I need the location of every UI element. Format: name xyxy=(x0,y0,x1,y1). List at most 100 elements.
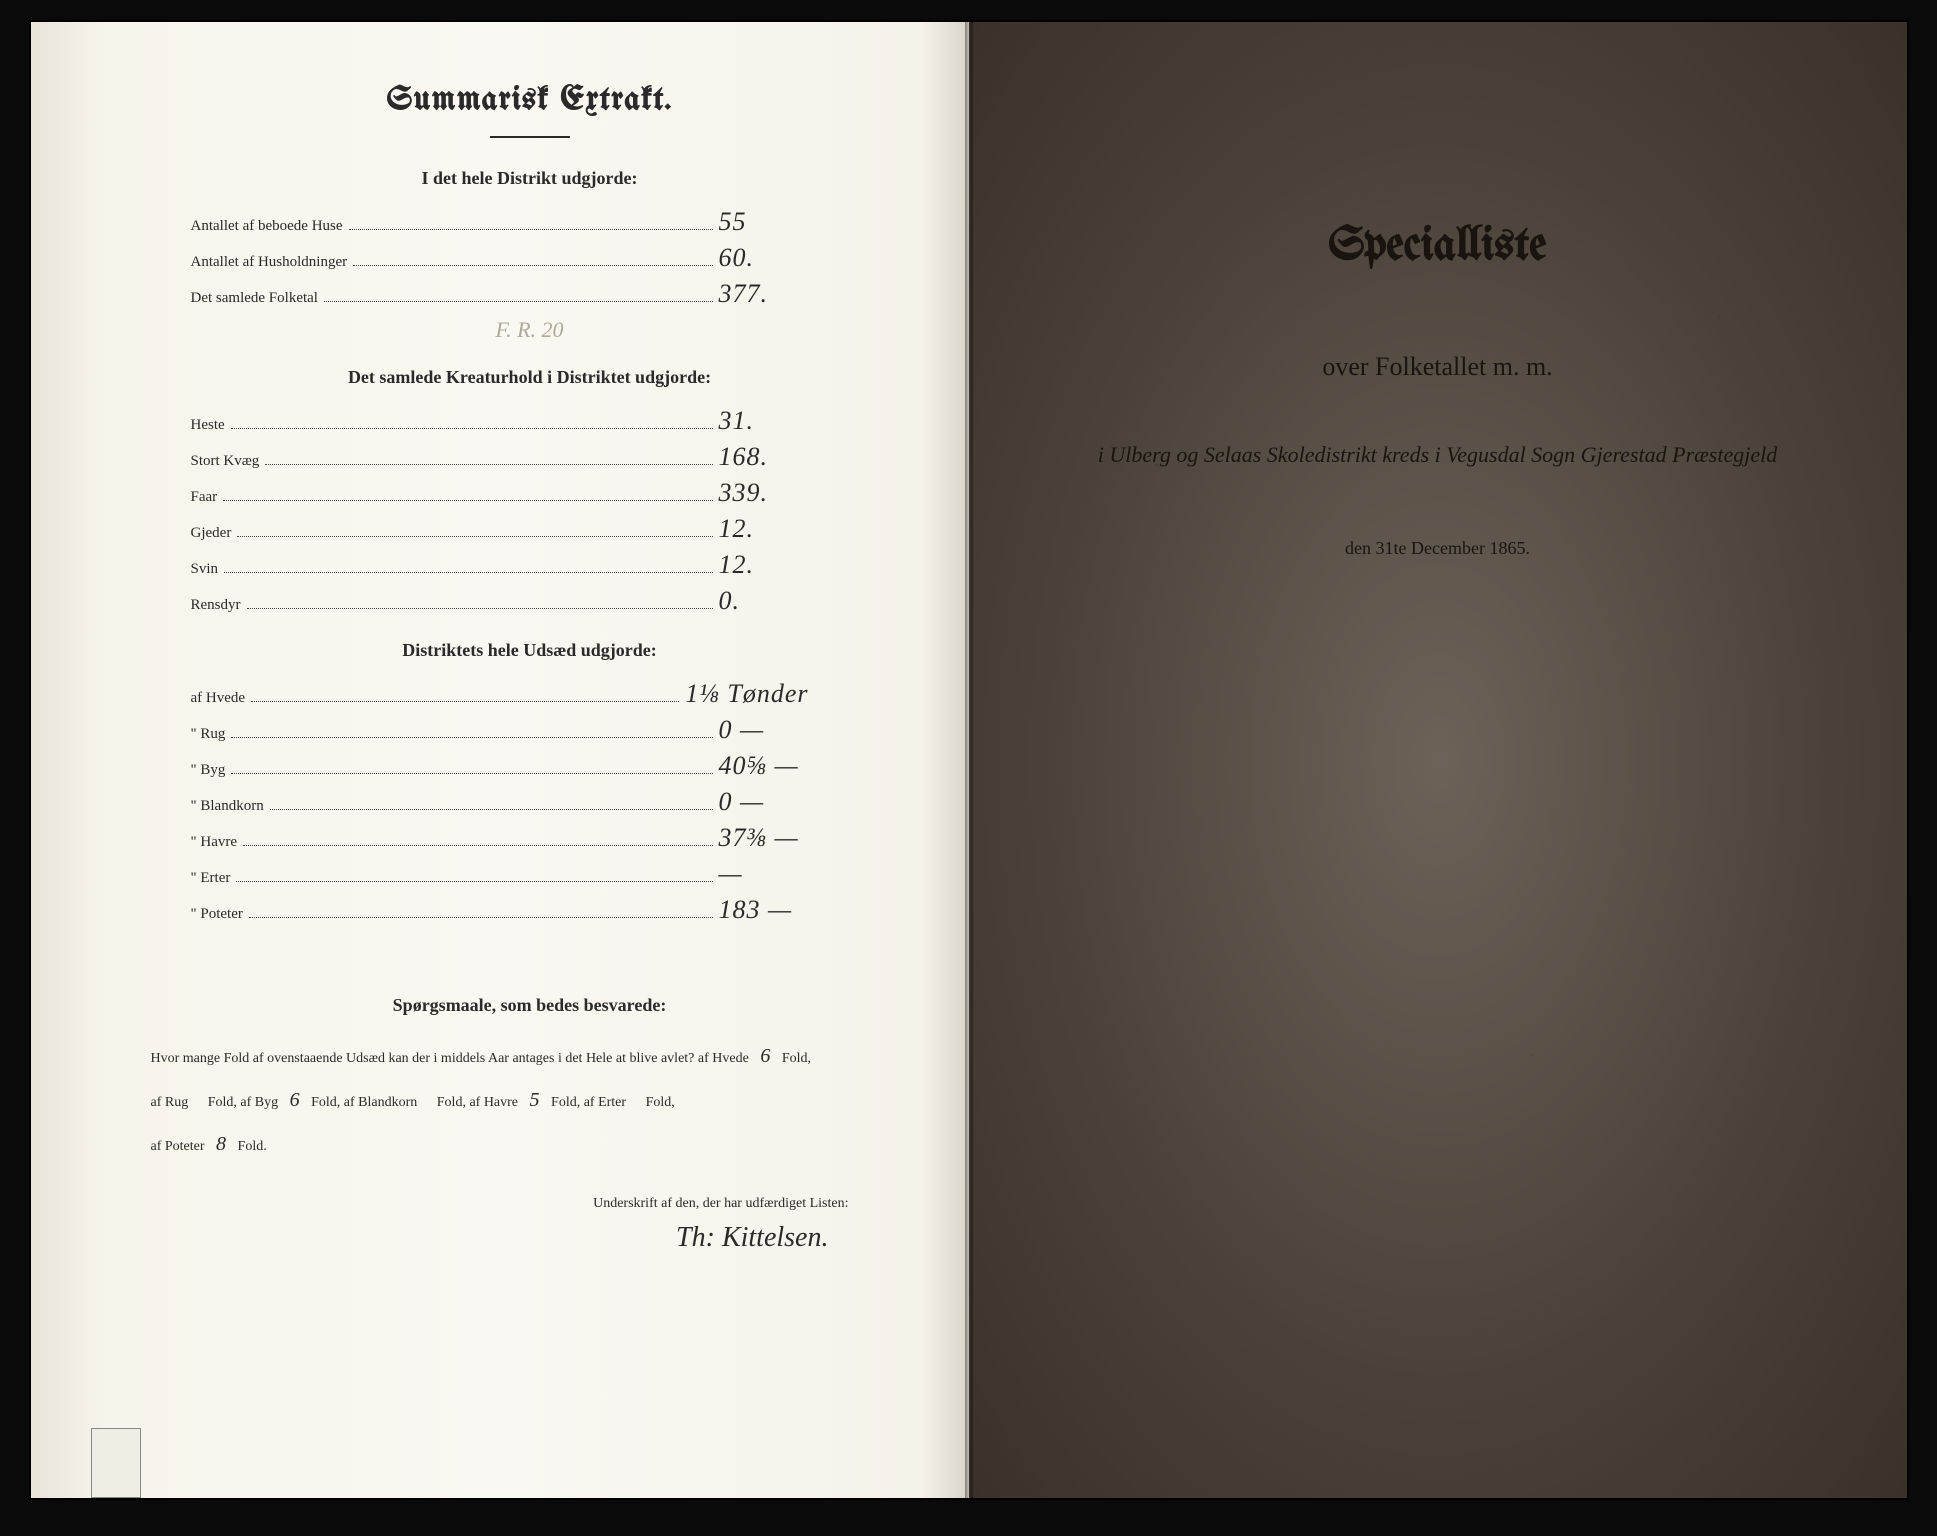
q-line2-post: Fold, xyxy=(646,1095,675,1110)
row-dots xyxy=(247,608,713,609)
row-value: 183 — xyxy=(719,895,809,925)
row-label: Rensdyr xyxy=(191,597,241,614)
data-row: Svin 12. xyxy=(131,550,929,580)
row-label: " Havre xyxy=(191,834,238,851)
data-row: Heste 31. xyxy=(131,406,929,436)
row-label: Stort Kvæg xyxy=(191,453,260,470)
right-date: den 31te December 1865. xyxy=(1029,538,1847,559)
q-line1-post: Fold, xyxy=(782,1051,811,1066)
section3-rows: af Hvede1⅛ Tønder " Rug 0 — " Byg 40⅝ — " Bla… xyxy=(131,679,929,925)
row-label: " Erter xyxy=(191,870,231,887)
row-label: Antallet af beboede Huse xyxy=(191,218,343,235)
row-value: 0 — xyxy=(719,715,809,745)
row-dots xyxy=(349,229,713,230)
q-erter xyxy=(630,1089,646,1111)
row-label: " Blandkorn xyxy=(191,798,264,815)
row-label: " Poteter xyxy=(191,906,243,923)
q-line3-post: Fold. xyxy=(238,1139,267,1154)
row-dots xyxy=(231,773,712,774)
section1-header: I det hele Distrikt udgjorde: xyxy=(131,168,929,189)
data-row: " Erter — xyxy=(131,859,929,889)
book-spine xyxy=(965,22,973,1498)
data-row: Stort Kvæg 168. xyxy=(131,442,929,472)
data-row: " Poteter 183 — xyxy=(131,895,929,925)
row-value: 37⅜ — xyxy=(719,823,809,853)
row-value: — xyxy=(719,859,809,889)
q-line2-mid2: Fold, af Blandkorn xyxy=(311,1095,417,1110)
row-value: 12. xyxy=(719,550,809,580)
row-dots xyxy=(243,845,712,846)
q-hvede: 6 xyxy=(752,1045,778,1067)
row-label: " Rug xyxy=(191,726,226,743)
row-dots xyxy=(231,737,712,738)
section3-header: Distriktets hele Udsæd udgjorde: xyxy=(131,640,929,661)
row-label: Faar xyxy=(191,489,218,506)
data-row: " Byg 40⅝ — xyxy=(131,751,929,781)
row-label: af Hvede xyxy=(191,690,246,707)
row-dots xyxy=(265,464,712,465)
data-row: Rensdyr 0. xyxy=(131,586,929,616)
row-label: Det samlede Folketal xyxy=(191,290,318,307)
row-dots xyxy=(223,500,712,501)
right-subtitle: over Folketallet m. m. xyxy=(1029,352,1847,382)
data-row: af Hvede1⅛ Tønder xyxy=(131,679,929,709)
q-line3-pre: af Poteter xyxy=(151,1139,205,1154)
q-line2-mid1: Fold, af Byg xyxy=(208,1095,278,1110)
row-dots xyxy=(324,301,713,302)
q-blandkorn xyxy=(421,1089,437,1111)
section1-rows: Antallet af beboede Huse 55 Antallet af Hu… xyxy=(131,207,929,309)
row-value: 168. xyxy=(719,442,809,472)
title-divider xyxy=(490,136,570,138)
questions-header: Spørgsmaale, som bedes besvarede: xyxy=(131,995,929,1016)
section2-rows: Heste31.Stort Kvæg168.Faar339.Gjeder12.S… xyxy=(131,406,929,616)
row-dots xyxy=(231,428,713,429)
row-value: 31. xyxy=(719,406,809,436)
row-dots xyxy=(237,536,712,537)
row-value: 0 — xyxy=(719,787,809,817)
right-title: Specialliste xyxy=(1029,222,1847,272)
row-dots xyxy=(224,572,712,573)
data-row: Faar 339. xyxy=(131,478,929,508)
row-value: 377. xyxy=(719,279,809,309)
row-value: 0. xyxy=(719,586,809,616)
q-line1-pre: Hvor mange Fold af ovenstaaende Udsæd ka… xyxy=(151,1051,749,1066)
q-line2-mid4: Fold, af Erter xyxy=(551,1095,626,1110)
row-value: 60. xyxy=(719,243,809,273)
row-value: 12. xyxy=(719,514,809,544)
q-line2-pre: af Rug xyxy=(151,1095,189,1110)
data-row: Gjeder 12. xyxy=(131,514,929,544)
q-rug xyxy=(192,1089,208,1111)
data-row: " Havre 37⅜ — xyxy=(131,823,929,853)
signature: Th: Kittelsen. xyxy=(131,1222,929,1254)
q-byg: 6 xyxy=(282,1089,308,1111)
row-value: 55 xyxy=(719,207,809,237)
page-tab xyxy=(91,1428,141,1498)
q-line2-mid3: Fold, af Havre xyxy=(437,1095,518,1110)
row-dots xyxy=(270,809,713,810)
data-row: Det samlede Folketal 377. xyxy=(131,279,929,309)
data-row: Antallet af Husholdninger 60. xyxy=(131,243,929,273)
left-page: Summarisk Extrakt. I det hele Distrikt u… xyxy=(31,22,969,1498)
right-page: Specialliste over Folketallet m. m. i Ul… xyxy=(969,22,1907,1498)
book-spread: Summarisk Extrakt. I det hele Distrikt u… xyxy=(29,20,1909,1500)
q-havre: 5 xyxy=(522,1089,548,1111)
faded-note: F. R. 20 xyxy=(131,317,929,343)
row-value: 339. xyxy=(719,478,809,508)
row-dots xyxy=(249,917,713,918)
right-location: i Ulberg og Selaas Skoledistrikt kreds i… xyxy=(1029,442,1847,468)
row-value: 40⅝ — xyxy=(719,751,809,781)
question-text: Hvor mange Fold af ovenstaaende Udsæd ka… xyxy=(131,1034,929,1166)
data-row: " Blandkorn 0 — xyxy=(131,787,929,817)
row-label: Svin xyxy=(191,561,219,578)
row-label: " Byg xyxy=(191,762,226,779)
row-label: Antallet af Husholdninger xyxy=(191,254,348,271)
data-row: " Rug 0 — xyxy=(131,715,929,745)
section2-header: Det samlede Kreaturhold i Distriktet udg… xyxy=(131,367,929,388)
row-dots xyxy=(353,265,712,266)
row-dots xyxy=(236,881,712,882)
signature-label: Underskrift af den, der har udfærdiget L… xyxy=(131,1196,929,1212)
left-main-title: Summarisk Extrakt. xyxy=(131,82,929,118)
row-label: Gjeder xyxy=(191,525,232,542)
q-poteter: 8 xyxy=(208,1133,234,1155)
row-label: Heste xyxy=(191,417,225,434)
